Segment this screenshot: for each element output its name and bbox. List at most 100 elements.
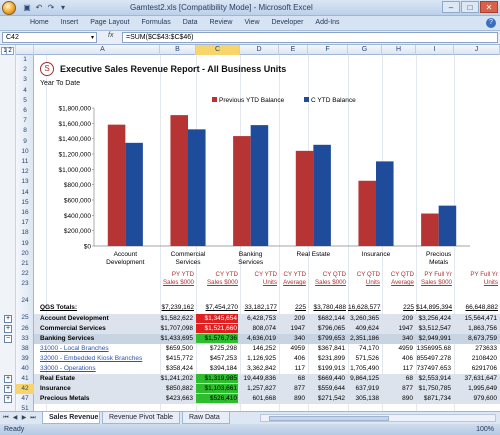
row-header-38[interactable]: 38 xyxy=(21,345,29,352)
table-cell[interactable]: 406 xyxy=(402,355,413,362)
table-cell[interactable]: $1,707,098 xyxy=(160,325,193,332)
select-all-corner[interactable] xyxy=(16,45,34,55)
table-cell[interactable]: $659,500 xyxy=(165,345,193,352)
bar-c-ytd-5[interactable] xyxy=(438,205,457,246)
column-header-h[interactable]: H xyxy=(382,45,416,55)
table-cell[interactable]: 406 xyxy=(294,355,305,362)
row-header-5[interactable]: 5 xyxy=(23,96,27,104)
maximize-button[interactable]: □ xyxy=(461,1,479,13)
scrollbar-thumb[interactable] xyxy=(269,416,389,421)
row-header-18[interactable]: 18 xyxy=(21,229,29,237)
bar-c-ytd-1[interactable] xyxy=(188,129,206,246)
table-cell[interactable]: 340 xyxy=(402,335,413,342)
table-cell[interactable]: $358,424 xyxy=(165,365,193,372)
row-header-17[interactable]: 17 xyxy=(21,219,29,227)
table-cell[interactable]: $3,256,424 xyxy=(418,315,451,322)
table-cell[interactable]: 808,074 xyxy=(252,325,277,332)
table-cell[interactable]: 877 xyxy=(402,385,413,392)
sheet-tab-revenue-pivot-table[interactable]: Revenue Pivot Table xyxy=(102,412,180,424)
row-header-15[interactable]: 15 xyxy=(21,198,29,206)
name-box[interactable]: C42 ▾ xyxy=(2,32,97,43)
tab-add-ins[interactable]: Add-Ins xyxy=(315,19,340,26)
table-cell[interactable]: 305,138 xyxy=(355,395,380,402)
row-label[interactable]: 32000 - Embedded Kiosk Branches xyxy=(40,355,143,362)
table-cell[interactable]: 1947 xyxy=(398,325,413,332)
row-header-1[interactable]: 1 xyxy=(23,56,27,63)
table-cell[interactable]: $559,644 xyxy=(317,385,345,392)
table-cell[interactable]: $199,913 xyxy=(317,365,345,372)
tab-formulas[interactable]: Formulas xyxy=(141,19,171,26)
zoom-level[interactable]: 100% xyxy=(476,426,494,433)
table-cell[interactable]: 855497.278 xyxy=(416,355,451,362)
totals-cell[interactable]: $14,895,394 xyxy=(416,304,453,311)
column-header-g[interactable]: G xyxy=(348,45,382,55)
row-header-4[interactable]: 4 xyxy=(23,86,27,94)
table-cell[interactable]: 877 xyxy=(294,385,305,392)
row-header-51[interactable]: 51 xyxy=(21,405,29,412)
table-cell[interactable]: 117 xyxy=(402,365,413,372)
row-header-40[interactable]: 40 xyxy=(21,365,29,372)
column-header-f[interactable]: F xyxy=(308,45,348,55)
table-cell[interactable]: $796,065 xyxy=(317,325,345,332)
tab-review[interactable]: Review xyxy=(209,19,233,26)
table-cell[interactable]: 1,705,490 xyxy=(350,365,379,372)
table-cell[interactable]: 74,170 xyxy=(359,345,379,352)
row-header-42[interactable]: 42 xyxy=(16,384,34,394)
table-cell[interactable]: $1,345,654 xyxy=(196,314,238,323)
table-cell[interactable]: $1,433,695 xyxy=(160,335,193,342)
table-cell[interactable]: 571,526 xyxy=(355,355,380,362)
table-cell[interactable]: 1,995,649 xyxy=(468,385,497,392)
column-header-c[interactable]: C xyxy=(196,45,240,55)
table-cell[interactable]: 4,636,019 xyxy=(247,335,276,342)
row-header-13[interactable]: 13 xyxy=(21,178,29,186)
totals-cell[interactable]: 225 xyxy=(403,304,414,311)
table-cell[interactable]: $526,410 xyxy=(196,394,238,403)
totals-cell[interactable]: $7,239,162 xyxy=(161,304,194,311)
fx-icon[interactable]: fx xyxy=(108,32,114,39)
tab-page-layout[interactable]: Page Layout xyxy=(90,19,130,26)
outline-level-2-button[interactable]: 2 xyxy=(6,47,14,55)
expand-group-button[interactable]: + xyxy=(4,385,12,393)
table-cell[interactable]: 637,919 xyxy=(355,385,380,392)
formula-input[interactable]: =SUM($C$43:$C$46) xyxy=(122,32,498,43)
tab-developer[interactable]: Developer xyxy=(271,19,304,26)
dropdown-icon[interactable]: ▾ xyxy=(60,3,65,12)
column-header-j[interactable]: J xyxy=(454,45,500,55)
row-header-24[interactable]: 24 xyxy=(21,297,29,304)
row-label[interactable]: 31000 - Local Branches xyxy=(40,345,109,352)
table-cell[interactable]: 68 xyxy=(405,375,413,382)
row-header-41[interactable]: 41 xyxy=(21,375,29,382)
table-cell[interactable]: $367,841 xyxy=(317,345,345,352)
column-header-e[interactable]: E xyxy=(279,45,308,55)
sheet-tab-sales-revenue[interactable]: Sales Revenue xyxy=(42,412,100,424)
table-cell[interactable]: $799,653 xyxy=(317,335,345,342)
table-cell[interactable]: 409,624 xyxy=(355,325,380,332)
table-cell[interactable]: 1,126,925 xyxy=(247,355,276,362)
expand-group-button[interactable]: + xyxy=(4,315,12,323)
table-cell[interactable]: $1,521,660 xyxy=(196,324,238,333)
table-cell[interactable]: 1,257,827 xyxy=(247,385,276,392)
row-header-39[interactable]: 39 xyxy=(21,355,29,362)
table-cell[interactable]: 340 xyxy=(294,335,305,342)
bar-c-ytd-0[interactable] xyxy=(125,142,143,246)
row-header-3[interactable]: 3 xyxy=(23,76,27,84)
table-cell[interactable]: $457,253 xyxy=(209,355,237,362)
prev-sheet-icon[interactable]: ◀ xyxy=(12,415,18,421)
row-header-11[interactable]: 11 xyxy=(21,158,29,165)
undo-icon[interactable]: ↶ xyxy=(35,3,43,12)
redo-icon[interactable]: ↷ xyxy=(47,3,55,12)
table-cell[interactable]: 6,428,753 xyxy=(247,315,276,322)
tab-data[interactable]: Data xyxy=(182,19,198,26)
table-cell[interactable]: 3,362,842 xyxy=(247,365,276,372)
table-cell[interactable]: 209 xyxy=(294,315,305,322)
totals-cell[interactable]: 33,182,177 xyxy=(244,304,277,311)
table-cell[interactable]: 4959 xyxy=(398,345,413,352)
bar-previous-ytd-1[interactable] xyxy=(170,115,188,246)
table-cell[interactable]: $871,734 xyxy=(423,395,451,402)
help-icon[interactable]: ? xyxy=(486,18,496,28)
table-cell[interactable]: 68 xyxy=(297,375,305,382)
table-cell[interactable]: 3,260,365 xyxy=(350,315,379,322)
row-header-12[interactable]: 12 xyxy=(21,168,29,176)
bar-c-ytd-2[interactable] xyxy=(250,125,269,246)
